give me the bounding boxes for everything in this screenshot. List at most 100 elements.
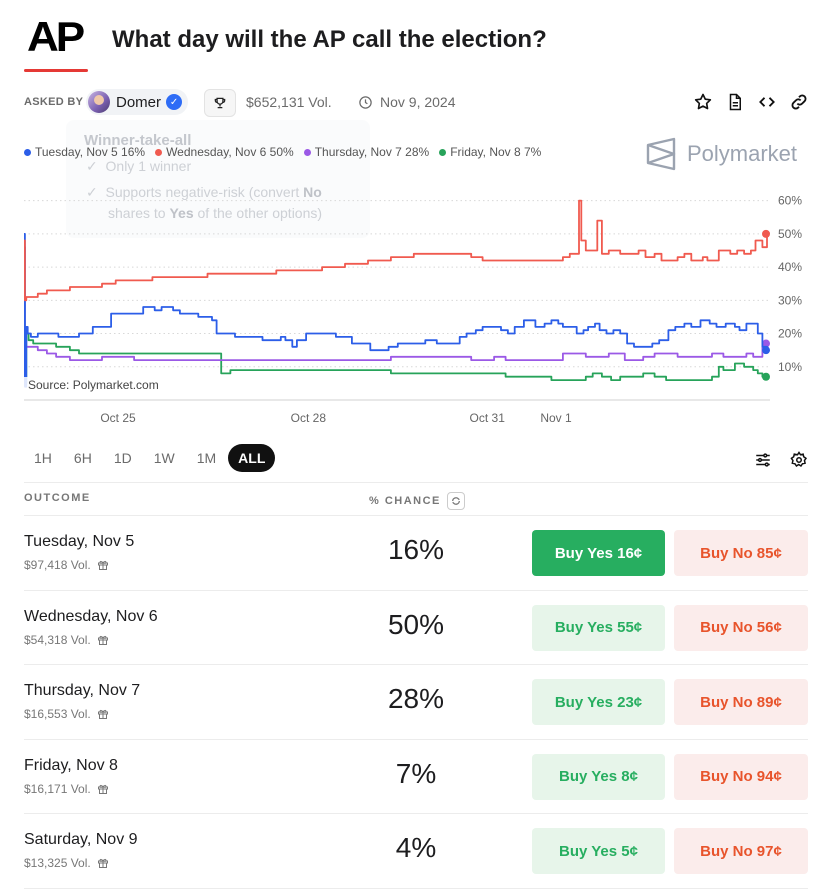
logo-underline: [24, 69, 88, 72]
outcome-volume: $13,325 Vol.: [24, 856, 109, 870]
chance-column-label: % CHANCE: [369, 495, 441, 507]
legend-dot-icon: [24, 148, 31, 156]
legend-item: Wednesday, Nov 6 50%: [155, 145, 294, 159]
popover-line-3: shares to Yes of the other options): [108, 205, 322, 221]
tab-1h[interactable]: 1H: [34, 450, 52, 466]
code-icon[interactable]: [756, 91, 778, 113]
gift-icon: [97, 710, 108, 720]
tab-all[interactable]: ALL: [228, 444, 276, 472]
refresh-icon[interactable]: [446, 492, 465, 510]
series-end-point: [762, 339, 770, 348]
page-title: What day will the AP call the election?: [112, 26, 547, 53]
popover-yes-bold: Yes: [169, 205, 194, 221]
tab-1m[interactable]: 1M: [196, 450, 217, 466]
legend-item: Tuesday, Nov 5 16%: [24, 145, 145, 159]
x-tick-label: Nov 1: [540, 411, 572, 425]
source-label: Source: Polymarket.com: [24, 377, 163, 393]
star-icon[interactable]: [692, 91, 714, 113]
tab-1w[interactable]: 1W: [153, 450, 175, 466]
series-line-tuesday-nov-5: [24, 233, 768, 388]
ap-logo: AP: [27, 13, 85, 60]
y-tick-label: 50%: [778, 227, 802, 241]
legend-dot-icon: [303, 148, 311, 156]
outcome-chance: 50%: [387, 608, 445, 640]
end-date-text: Nov 9, 2024: [380, 94, 456, 110]
end-date: Nov 9, 2024: [358, 89, 456, 115]
table-row[interactable]: Friday, Nov 8 $16,171 Vol. 7% Buy Yes 8¢ Buy…: [24, 738, 808, 814]
outcome-volume: $54,318 Vol.: [24, 633, 109, 647]
buy-no-button[interactable]: Buy No 97¢: [674, 828, 808, 875]
chance-column-header: % CHANCE: [369, 492, 465, 510]
outcome-volume: $16,171 Vol.: [24, 782, 109, 796]
total-volume: $652,131 Vol.: [246, 94, 332, 110]
document-icon[interactable]: [724, 91, 746, 113]
y-tick-label: 40%: [778, 260, 802, 274]
buy-yes-button[interactable]: Buy Yes 8¢: [532, 753, 665, 800]
chart-legend: Tuesday, Nov 5 16% Wednesday, Nov 6 50% Th…: [24, 145, 541, 159]
outcome-name: Tuesday, Nov 5: [24, 533, 135, 550]
time-range-tabs: 1H 6H 1D 1W 1M ALL: [24, 444, 276, 472]
trophy-button[interactable]: [204, 89, 236, 117]
outcome-chance: 28%: [387, 683, 445, 715]
popover-line-1: ✓ Only 1 winner: [86, 158, 192, 174]
outcome-volume-text: $16,171 Vol.: [24, 781, 91, 796]
buy-yes-button[interactable]: Buy Yes 16¢: [532, 530, 665, 576]
table-row[interactable]: Wednesday, Nov 6 $54,318 Vol. 50% Buy Yes 5…: [24, 589, 808, 665]
outcome-volume-text: $16,553 Vol.: [24, 707, 91, 722]
outcome-volume: $16,553 Vol.: [24, 707, 109, 721]
tab-6h[interactable]: 6H: [73, 450, 92, 466]
series-end-point: [762, 229, 770, 238]
gift-icon: [97, 784, 108, 794]
popover-line-3-post: of the other options): [193, 205, 323, 221]
asker-chip[interactable]: Domer ✓: [86, 89, 189, 115]
tab-1d[interactable]: 1D: [113, 450, 132, 466]
popover-line-2: ✓ Supports negative-risk (convert No: [86, 184, 322, 200]
buy-yes-button[interactable]: Buy Yes 5¢: [532, 828, 665, 875]
trophy-icon: [214, 97, 226, 109]
series-line-friday-nov-8: [24, 246, 767, 385]
clock-icon: [359, 95, 372, 109]
y-tick-label: 60%: [778, 194, 802, 208]
buy-yes-button[interactable]: Buy Yes 55¢: [532, 604, 665, 651]
gift-icon: [97, 859, 108, 869]
buy-yes-button[interactable]: Buy Yes 23¢: [532, 679, 665, 726]
legend-label: Thursday, Nov 7 28%: [314, 145, 430, 159]
sliders-icon[interactable]: [752, 449, 774, 471]
outcome-volume: $97,418 Vol.: [24, 558, 109, 572]
series-end-point: [762, 372, 770, 381]
buy-no-button[interactable]: Buy No 94¢: [674, 753, 808, 800]
header-actions: [692, 91, 810, 113]
outcome-name: Saturday, Nov 9: [24, 831, 138, 849]
y-tick-label: 30%: [778, 293, 802, 307]
outcome-name: Friday, Nov 8: [24, 756, 118, 774]
popover-no-bold: No: [303, 184, 322, 200]
polymarket-wordmark: Polymarket: [687, 141, 798, 166]
x-tick-label: Oct 28: [291, 411, 327, 425]
gear-icon[interactable]: [788, 449, 810, 471]
buy-no-button[interactable]: Buy No 89¢: [674, 679, 808, 726]
chart-controls: [752, 449, 810, 471]
table-row[interactable]: Saturday, Nov 9 $13,325 Vol. 4% Buy Yes 5¢ B…: [24, 813, 808, 888]
winner-take-all-popover: Winner-take-all ✓ Only 1 winner ✓ Suppor…: [66, 120, 370, 238]
asked-by-label: ASKED BY: [24, 96, 84, 108]
outcome-name: Wednesday, Nov 6: [24, 607, 158, 625]
polymarket-logo-icon: [646, 137, 676, 171]
buy-no-button[interactable]: Buy No 56¢: [674, 604, 808, 651]
table-row[interactable]: Thursday, Nov 7 $16,553 Vol. 28% Buy Yes 23…: [24, 664, 808, 739]
legend-item: Friday, Nov 8 7%: [439, 145, 541, 159]
legend-label: Wednesday, Nov 6 50%: [166, 145, 294, 159]
outcome-name: Thursday, Nov 7: [24, 682, 141, 700]
gift-icon: [97, 560, 108, 570]
outcome-chance: 16%: [387, 534, 445, 565]
outcome-chance: 7%: [395, 757, 437, 789]
table-row[interactable]: Tuesday, Nov 5 $97,418 Vol. 16% Buy Yes 16¢…: [24, 515, 808, 590]
buy-no-button[interactable]: Buy No 85¢: [674, 530, 808, 576]
link-icon[interactable]: [788, 91, 810, 113]
outcome-volume-text: $13,325 Vol.: [24, 856, 91, 871]
legend-dot-icon: [155, 148, 163, 156]
outcome-volume-text: $54,318 Vol.: [24, 632, 91, 647]
y-tick-label: 20%: [778, 327, 802, 341]
outcome-chance: 4%: [395, 832, 437, 864]
x-tick-label: Oct 31: [470, 411, 506, 425]
price-history-chart[interactable]: 60% 50% 40% 30% 20% 10% Oct 25 Oct 28 Oct 31 Nov …: [0, 180, 823, 430]
